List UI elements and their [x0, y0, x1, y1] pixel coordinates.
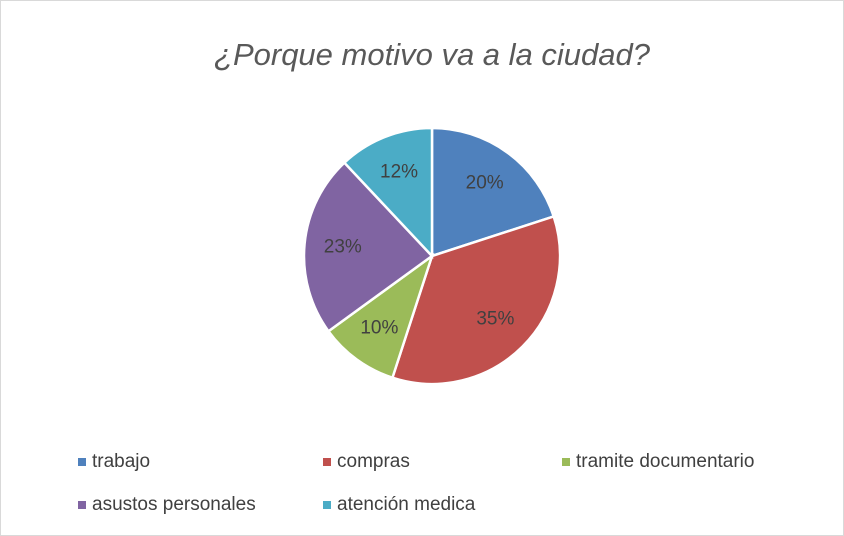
pie-slice [302, 160, 434, 333]
legend-swatch [562, 458, 570, 466]
legend-label: compras [337, 451, 410, 472]
data-label: 23% [324, 237, 362, 258]
pie-slice [342, 126, 434, 260]
pie-slice [326, 252, 435, 380]
legend-swatch [323, 501, 331, 509]
legend-swatch [78, 458, 86, 466]
data-label: 35% [476, 308, 514, 329]
pie-slice [430, 126, 556, 258]
legend-label: tramite documentario [576, 451, 754, 472]
data-label: 12% [380, 162, 418, 183]
legend-swatch [323, 458, 331, 466]
legend-label: asustos personales [92, 494, 256, 515]
legend-label: trabajo [92, 451, 150, 472]
legend-label: atención medica [337, 494, 476, 515]
pie-slice [390, 214, 562, 386]
chart-title: ¿Porque motivo va a la ciudad? [214, 37, 651, 72]
data-label: 20% [466, 173, 504, 194]
legend-swatch [78, 501, 86, 509]
data-label: 10% [360, 318, 398, 339]
